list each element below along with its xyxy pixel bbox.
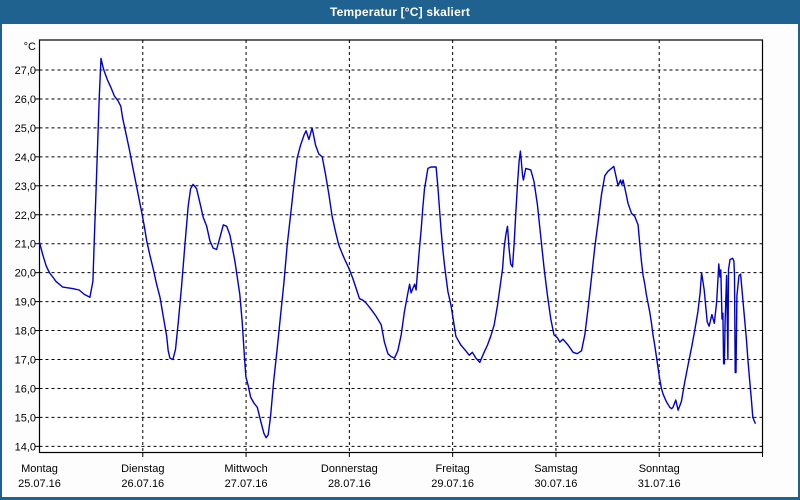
x-day-label: Montag	[21, 463, 58, 475]
x-day-label: Donnerstag	[321, 463, 378, 475]
x-date-label: 27.07.16	[225, 478, 268, 490]
x-date-label: 30.07.16	[535, 478, 578, 490]
y-tick-label: 18,0	[15, 326, 36, 338]
y-tick-label: 20,0	[15, 268, 36, 280]
y-tick-label: 26,0	[15, 94, 36, 106]
x-date-label: 31.07.16	[638, 478, 681, 490]
x-day-label: Mittwoch	[224, 463, 267, 475]
window-titlebar: Temperatur [°C] skaliert	[2, 0, 798, 24]
y-tick-label: 23,0	[15, 181, 36, 193]
plot-frame	[38, 39, 764, 454]
y-tick-label: 24,0	[15, 152, 36, 164]
x-date-label: 25.07.16	[18, 478, 61, 490]
x-day-label: Freitag	[436, 463, 470, 475]
y-tick-label: 19,0	[15, 297, 36, 309]
temperature-line-chart: 27,0 26,0 25,0 24,0 23,0 22,0 21,0 20,0 19,0 18,0…	[15, 39, 764, 490]
y-tick-label: 22,0	[15, 210, 36, 222]
y-axis-unit-label: °C	[24, 41, 36, 53]
chart-area: 27,0 26,0 25,0 24,0 23,0 22,0 21,0 20,0 19,0 18,0…	[2, 24, 798, 497]
x-date-label: 28.07.16	[328, 478, 371, 490]
chart-title: Temperatur [°C] skaliert	[329, 5, 471, 19]
x-day-label: Dienstag	[121, 463, 164, 475]
x-date-label: 26.07.16	[121, 478, 164, 490]
y-tick-label: 25,0	[15, 123, 36, 135]
y-tick-label: 14,0	[15, 441, 36, 453]
y-tick-label: 21,0	[15, 239, 36, 251]
y-tick-label: 17,0	[15, 355, 36, 367]
x-day-label: Samstag	[534, 463, 577, 475]
temperature-series-line	[38, 57, 756, 439]
y-tick-label: 27,0	[15, 65, 36, 77]
x-day-label: Sonntag	[639, 463, 680, 475]
plot-background	[39, 40, 763, 453]
x-date-label: 29.07.16	[431, 478, 474, 490]
y-tick-label: 15,0	[15, 412, 36, 424]
y-tick-label: 16,0	[15, 383, 36, 395]
